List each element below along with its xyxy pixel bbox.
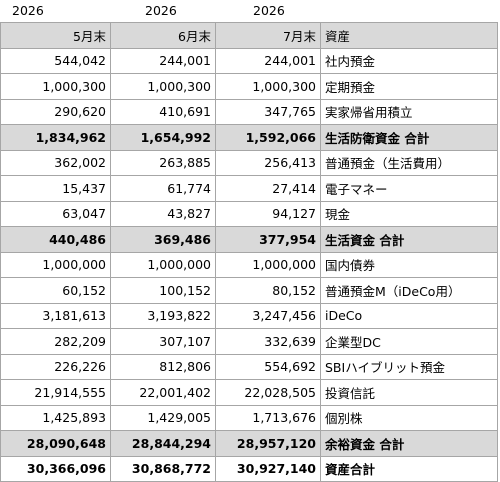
row: 15,437 61,774 27,414 電子マネー: [0, 175, 498, 202]
amount-cell: 94,127: [215, 200, 321, 227]
row: 290,620 410,691 347,765 実家帰省用積立: [0, 98, 498, 125]
amount-cell: 61,774: [110, 175, 216, 202]
amount-cell: 22,028,505: [215, 379, 321, 406]
label-cell: iDeCo: [320, 302, 498, 329]
amount-cell: 1,000,300: [215, 73, 321, 100]
amount-cell: 1,713,676: [215, 404, 321, 431]
row: 362,002 263,885 256,413 普通預金（生活費用）: [0, 149, 498, 176]
amount-cell: 244,001: [110, 47, 216, 74]
amount-cell: 1,429,005: [110, 404, 216, 431]
amount-cell: 3,193,822: [110, 302, 216, 329]
row: 30,366,096 30,868,772 30,927,140 資産合計: [0, 455, 498, 482]
amount-cell: 369,486: [110, 226, 216, 253]
amount-cell: 1,000,300: [0, 73, 111, 100]
amount-cell: 554,692: [215, 353, 321, 380]
label-cell: 電子マネー: [320, 175, 498, 202]
amount-cell: 244,001: [215, 47, 321, 74]
year-label: 2026: [145, 3, 177, 18]
label-cell: 個別株: [320, 404, 498, 431]
label-cell: 企業型DC: [320, 328, 498, 355]
amount-cell: 377,954: [215, 226, 321, 253]
subtotal-row: 1,834,962 1,654,992 1,592,066 生活防衛資金 合計: [0, 124, 498, 151]
amount-cell: 1,834,962: [0, 124, 111, 151]
amount-cell: 410,691: [110, 98, 216, 125]
amount-cell: 1,654,992: [110, 124, 216, 151]
amount-cell: 282,209: [0, 328, 111, 355]
amount-cell: 1,592,066: [215, 124, 321, 151]
label-cell: 定期預金: [320, 73, 498, 100]
label-cell: 生活防衛資金 合計: [320, 124, 498, 151]
amount-cell: 1,425,893: [0, 404, 111, 431]
amount-cell: 332,639: [215, 328, 321, 355]
amount-cell: 28,957,120: [215, 430, 321, 457]
header-row: 5月末 6月末 7月末 資産: [0, 22, 498, 49]
amount-cell: 3,181,613: [0, 302, 111, 329]
amount-cell: 812,806: [110, 353, 216, 380]
header-cell: 6月末: [110, 22, 216, 49]
amount-cell: 1,000,000: [215, 251, 321, 278]
amount-cell: 22,001,402: [110, 379, 216, 406]
amount-cell: 80,152: [215, 277, 321, 304]
amount-cell: 226,226: [0, 353, 111, 380]
amount-cell: 28,090,648: [0, 430, 111, 457]
year-label: 2026: [253, 3, 285, 18]
row: 21,914,555 22,001,402 22,028,505 投資信託: [0, 379, 498, 406]
amount-cell: 1,000,000: [110, 251, 216, 278]
label-cell: 生活資金 合計: [320, 226, 498, 253]
label-cell: SBIハイブリット預金: [320, 353, 498, 380]
amount-cell: 1,000,000: [0, 251, 111, 278]
label-cell: 国内債券: [320, 251, 498, 278]
row: 226,226 812,806 554,692 SBIハイブリット預金: [0, 353, 498, 380]
amount-cell: 290,620: [0, 98, 111, 125]
label-cell: 普通預金M（iDeCo用）: [320, 277, 498, 304]
row: 1,425,893 1,429,005 1,713,676 個別株: [0, 404, 498, 431]
amount-cell: 30,927,140: [215, 455, 321, 482]
amount-cell: 440,486: [0, 226, 111, 253]
amount-cell: 21,914,555: [0, 379, 111, 406]
amount-cell: 307,107: [110, 328, 216, 355]
subtotal-row: 28,090,648 28,844,294 28,957,120 余裕資金 合計: [0, 430, 498, 457]
amount-cell: 63,047: [0, 200, 111, 227]
amount-cell: 28,844,294: [110, 430, 216, 457]
amount-cell: 362,002: [0, 149, 111, 176]
label-cell: 現金: [320, 200, 498, 227]
amount-cell: 347,765: [215, 98, 321, 125]
year-row: 2026 2026 2026: [0, 0, 500, 22]
amount-cell: 263,885: [110, 149, 216, 176]
label-cell: 実家帰省用積立: [320, 98, 498, 125]
asset-table: 5月末 6月末 7月末 資産 544,042 244,001 244,001 社内預金 1,00…: [0, 22, 498, 482]
row: 1,000,000 1,000,000 1,000,000 国内債券: [0, 251, 498, 278]
row: 282,209 307,107 332,639 企業型DC: [0, 328, 498, 355]
amount-cell: 15,437: [0, 175, 111, 202]
amount-cell: 256,413: [215, 149, 321, 176]
amount-cell: 544,042: [0, 47, 111, 74]
amount-cell: 30,868,772: [110, 455, 216, 482]
label-cell: 投資信託: [320, 379, 498, 406]
year-label: 2026: [12, 3, 44, 18]
amount-cell: 100,152: [110, 277, 216, 304]
label-cell: 社内預金: [320, 47, 498, 74]
row: 1,000,300 1,000,300 1,000,300 定期預金: [0, 73, 498, 100]
row: 63,047 43,827 94,127 現金: [0, 200, 498, 227]
row: 544,042 244,001 244,001 社内預金: [0, 47, 498, 74]
label-cell: 余裕資金 合計: [320, 430, 498, 457]
row: 60,152 100,152 80,152 普通預金M（iDeCo用）: [0, 277, 498, 304]
label-cell: 普通預金（生活費用）: [320, 149, 498, 176]
amount-cell: 3,247,456: [215, 302, 321, 329]
header-cell: 資産: [320, 22, 498, 49]
amount-cell: 43,827: [110, 200, 216, 227]
amount-cell: 27,414: [215, 175, 321, 202]
label-cell: 資産合計: [320, 455, 498, 482]
subtotal-row: 440,486 369,486 377,954 生活資金 合計: [0, 226, 498, 253]
amount-cell: 1,000,300: [110, 73, 216, 100]
amount-cell: 60,152: [0, 277, 111, 304]
row: 3,181,613 3,193,822 3,247,456 iDeCo: [0, 302, 498, 329]
header-cell: 5月末: [0, 22, 111, 49]
header-cell: 7月末: [215, 22, 321, 49]
amount-cell: 30,366,096: [0, 455, 111, 482]
